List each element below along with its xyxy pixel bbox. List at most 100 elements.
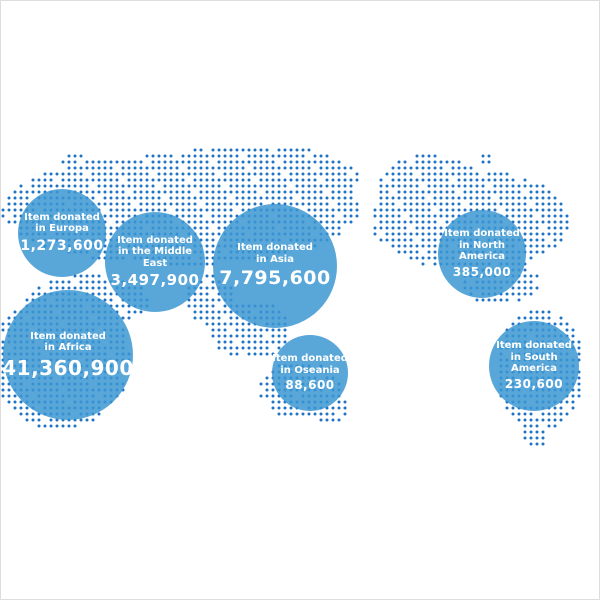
map-dot xyxy=(211,208,215,212)
map-dot xyxy=(433,166,437,170)
map-dot xyxy=(7,316,11,320)
map-dot xyxy=(181,178,185,182)
map-dot xyxy=(139,178,143,182)
map-dot xyxy=(439,196,443,200)
map-dot xyxy=(55,184,59,188)
map-dot xyxy=(223,190,227,194)
map-dot xyxy=(247,148,251,152)
map-dot xyxy=(397,220,401,224)
map-dot xyxy=(385,208,389,212)
map-dot xyxy=(409,244,413,248)
map-dot xyxy=(325,196,329,200)
map-dot xyxy=(181,214,185,218)
map-dot xyxy=(103,184,107,188)
map-dot xyxy=(433,232,437,236)
map-dot xyxy=(217,226,221,230)
map-dot xyxy=(133,190,137,194)
map-dot xyxy=(265,154,269,158)
map-dot xyxy=(235,334,239,338)
map-dot xyxy=(391,244,395,248)
map-dot xyxy=(163,208,167,212)
map-dot xyxy=(535,436,539,440)
map-dot xyxy=(535,286,539,290)
map-dot xyxy=(175,172,179,176)
map-dot xyxy=(253,148,257,152)
map-dot xyxy=(91,160,95,164)
map-dot xyxy=(169,166,173,170)
map-dot xyxy=(205,256,209,260)
map-dot xyxy=(259,340,263,344)
map-dot xyxy=(181,208,185,212)
map-dot xyxy=(97,274,101,278)
map-dot xyxy=(547,196,551,200)
map-dot xyxy=(175,196,179,200)
map-dot xyxy=(379,184,383,188)
map-dot xyxy=(157,178,161,182)
map-dot xyxy=(25,190,29,194)
map-dot xyxy=(379,208,383,212)
map-dot xyxy=(223,346,227,350)
map-dot xyxy=(175,184,179,188)
map-dot xyxy=(211,244,215,248)
map-dot xyxy=(43,424,47,428)
map-dot xyxy=(547,208,551,212)
map-dot xyxy=(283,160,287,164)
map-dot xyxy=(91,280,95,284)
map-dot xyxy=(547,244,551,248)
map-dot xyxy=(157,196,161,200)
map-dot xyxy=(517,412,521,416)
map-dot xyxy=(385,172,389,176)
map-dot xyxy=(523,418,527,422)
map-dot xyxy=(355,208,359,212)
map-dot xyxy=(295,148,299,152)
map-dot xyxy=(391,184,395,188)
map-dot xyxy=(67,160,71,164)
map-dot xyxy=(277,184,281,188)
map-dot xyxy=(277,172,281,176)
map-dot xyxy=(217,214,221,218)
map-dot xyxy=(535,274,539,278)
map-dot xyxy=(325,166,329,170)
map-dot xyxy=(445,190,449,194)
bubble-value: 385,000 xyxy=(452,264,512,279)
map-dot xyxy=(145,178,149,182)
map-dot xyxy=(535,184,539,188)
map-dot xyxy=(421,214,425,218)
map-dot xyxy=(79,154,83,158)
map-dot xyxy=(481,178,485,182)
map-dot xyxy=(385,214,389,218)
map-dot xyxy=(211,202,215,206)
map-dot xyxy=(439,208,443,212)
map-dot xyxy=(61,286,65,290)
map-dot xyxy=(469,178,473,182)
map-dot xyxy=(115,178,119,182)
map-dot xyxy=(211,322,215,326)
map-dot xyxy=(457,208,461,212)
map-dot xyxy=(151,184,155,188)
map-dot xyxy=(253,154,257,158)
map-dot xyxy=(511,214,515,218)
map-dot xyxy=(319,196,323,200)
map-dot xyxy=(199,178,203,182)
map-dot xyxy=(445,160,449,164)
map-dot xyxy=(523,286,527,290)
map-dot xyxy=(283,412,287,416)
map-dot xyxy=(457,178,461,182)
map-dot xyxy=(445,202,449,206)
map-dot xyxy=(163,190,167,194)
map-dot xyxy=(433,214,437,218)
map-dot xyxy=(397,184,401,188)
map-dot xyxy=(247,346,251,350)
map-dot xyxy=(337,160,341,164)
map-dot xyxy=(229,352,233,356)
map-dot xyxy=(415,226,419,230)
map-dot xyxy=(205,244,209,248)
map-dot xyxy=(481,184,485,188)
map-dot xyxy=(403,244,407,248)
map-dot xyxy=(559,316,563,320)
map-dot xyxy=(289,406,293,410)
map-dot xyxy=(163,184,167,188)
map-dot xyxy=(529,256,533,260)
map-dot xyxy=(223,322,227,326)
map-dot xyxy=(145,196,149,200)
